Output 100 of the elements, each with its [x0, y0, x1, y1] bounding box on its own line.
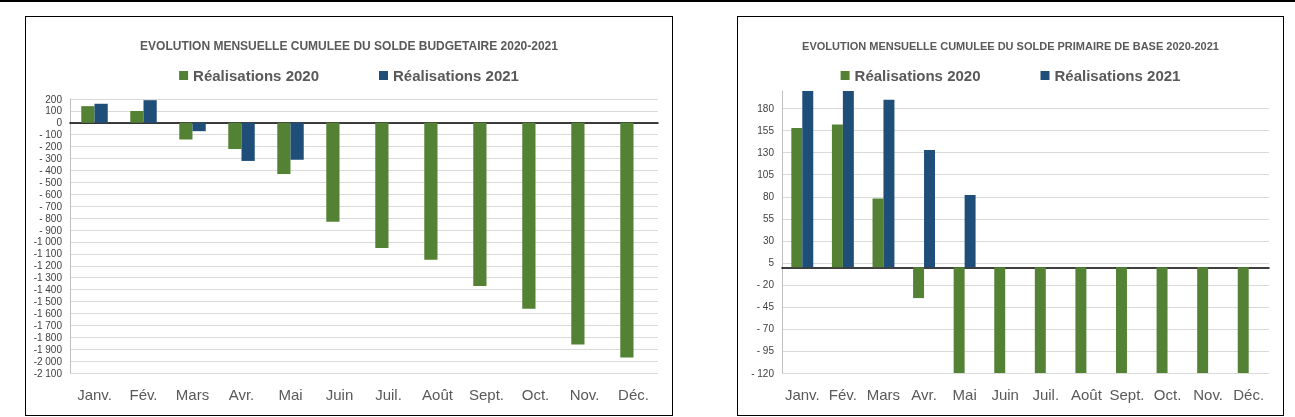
bar: [994, 267, 1006, 373]
y-tick-label: 200: [45, 93, 63, 105]
bar: [241, 122, 255, 161]
bar: [375, 122, 389, 248]
bar: [964, 194, 976, 268]
bar: [130, 110, 144, 123]
y-tick-label: 100: [45, 105, 63, 117]
bar: [179, 122, 193, 140]
x-tick-label: Juin: [991, 386, 1019, 403]
x-tick-label: Déc.: [618, 386, 649, 403]
x-tick-label: Mars: [175, 386, 210, 403]
x-tick-label: Juil.: [375, 386, 402, 403]
y-tick-label: 130: [757, 147, 775, 159]
y-tick-label: - 300: [39, 153, 63, 165]
bar: [94, 103, 108, 123]
bar: [143, 100, 157, 123]
x-tick-label: Sept.: [468, 386, 505, 403]
bar: [953, 267, 965, 373]
bar: [1237, 267, 1249, 373]
y-tick-label: 0: [56, 117, 63, 129]
bar: [277, 122, 291, 175]
x-tick-label: Janv.: [77, 386, 112, 403]
y-tick-label: -1 300: [33, 272, 63, 284]
y-tick-label: 180: [757, 103, 775, 115]
bar: [473, 122, 487, 287]
y-tick-label: -1 800: [33, 331, 63, 343]
y-tick-label: -1 500: [33, 296, 63, 308]
bar: [913, 267, 925, 299]
x-tick-label: Août: [422, 386, 454, 403]
y-tick-label: 55: [762, 213, 775, 225]
legend-label: Réalisations 2021: [1054, 67, 1181, 84]
y-tick-label: -1 400: [33, 284, 63, 296]
chart-title: EVOLUTION MENSUELLE CUMULEE DU SOLDE PRIMAIRE DE BASE 2020-2021: [802, 39, 1219, 52]
y-tick-label: - 700: [39, 200, 63, 212]
y-tick-label: - 500: [39, 176, 63, 188]
bar: [1116, 267, 1127, 373]
x-tick-label: Mars: [866, 386, 901, 403]
y-tick-label: -1 900: [33, 343, 63, 355]
y-tick-label: - 120: [751, 367, 775, 379]
bar: [326, 122, 340, 222]
y-tick-label: - 200: [39, 141, 63, 153]
x-tick-label: Juin: [325, 386, 354, 403]
x-tick-label: Oct.: [1153, 386, 1182, 403]
y-tick-label: - 900: [39, 224, 63, 236]
chart-title: EVOLUTION MENSUELLE CUMULEE DU SOLDE BUDGETAIRE 2020-2021: [140, 39, 559, 53]
x-tick-label: Mai: [952, 386, 977, 403]
bar: [290, 122, 304, 160]
bar: [872, 198, 884, 268]
bar: [424, 122, 438, 260]
bar: [1197, 267, 1209, 373]
y-tick-label: 80: [762, 191, 775, 203]
y-tick-label: - 400: [39, 164, 63, 176]
y-tick-label: -1 700: [33, 319, 63, 331]
x-tick-label: Avr.: [228, 386, 255, 403]
y-tick-label: -1 100: [33, 248, 63, 260]
legend-label: Réalisations 2020: [193, 67, 319, 84]
y-tick-label: - 95: [756, 345, 775, 357]
x-tick-label: Fév.: [828, 386, 857, 403]
bar: [1156, 267, 1168, 373]
bar: [883, 99, 895, 268]
x-tick-label: Nov.: [1193, 386, 1223, 403]
y-tick-label: 5: [768, 257, 775, 269]
x-tick-label: Août: [1070, 386, 1103, 403]
bar: [802, 91, 814, 268]
x-tick-label: Nov.: [569, 386, 600, 403]
y-tick-label: - 70: [756, 323, 775, 335]
bar: [571, 122, 585, 345]
bar: [620, 122, 634, 358]
bar: [228, 122, 242, 150]
x-tick-label: Oct.: [521, 386, 550, 403]
y-tick-label: 155: [757, 125, 775, 137]
y-tick-label: - 100: [39, 129, 63, 141]
bar: [522, 122, 536, 309]
y-tick-label: 30: [762, 235, 775, 247]
legend-label: Réalisations 2021: [393, 67, 519, 84]
bar: [1075, 267, 1087, 373]
x-tick-label: Avr.: [911, 386, 937, 403]
bar: [791, 128, 803, 268]
x-tick-label: Janv.: [784, 386, 820, 403]
y-tick-label: - 45: [756, 301, 775, 313]
y-tick-label: -1 600: [33, 307, 63, 319]
y-tick-label: -2 000: [33, 355, 63, 367]
y-tick-label: -1 000: [33, 236, 63, 248]
x-tick-label: Sept.: [1109, 386, 1145, 403]
y-tick-label: - 800: [39, 212, 63, 224]
x-tick-label: Juil.: [1032, 386, 1060, 403]
y-tick-label: - 20: [756, 279, 775, 291]
y-tick-label: 105: [757, 169, 775, 181]
legend-label: Réalisations 2020: [854, 67, 981, 84]
x-tick-label: Déc.: [1233, 386, 1265, 403]
x-tick-label: Mai: [278, 386, 303, 403]
x-tick-label: Fév.: [129, 386, 158, 403]
y-tick-label: - 600: [39, 188, 63, 200]
bar: [831, 124, 843, 268]
bar: [1034, 267, 1046, 373]
bar: [192, 122, 206, 132]
bar: [81, 106, 95, 123]
y-tick-label: -2 100: [33, 367, 63, 379]
y-tick-label: -1 200: [33, 260, 63, 272]
bar: [924, 150, 935, 268]
